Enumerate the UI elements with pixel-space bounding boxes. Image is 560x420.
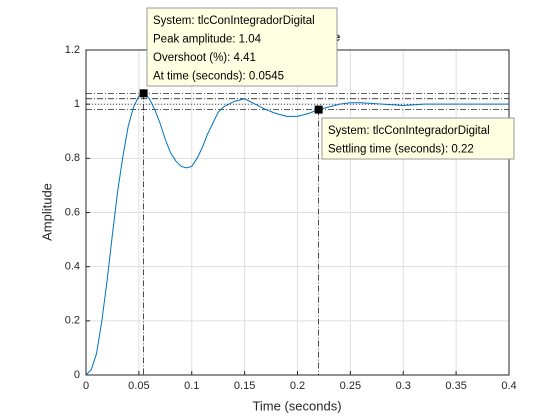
data-tip-text: System: tlcConIntegradorDigital (328, 125, 490, 137)
x-tick-label: 0.2 (290, 380, 305, 392)
x-tick-label: 0.4 (501, 380, 516, 392)
data-tip-text: Peak amplitude: 1.04 (153, 34, 262, 46)
x-tick-label: 0.3 (396, 380, 411, 392)
data-tip-box (146, 7, 338, 87)
y-tick-label: 1.2 (65, 44, 80, 56)
data-tip-text: At time (seconds): 0.0545 (153, 71, 284, 83)
y-tick-label: 0.4 (65, 261, 80, 273)
data-tip: System: tlcConIntegradorDigital Peak ampl… (146, 7, 338, 87)
data-tip-text: Settling time (seconds): 0.22 (328, 144, 474, 156)
y-tick-label: 0.2 (65, 315, 80, 327)
x-tick-label: 0.1 (184, 380, 199, 392)
y-tick-label: 0.8 (65, 152, 80, 164)
x-axis-label: Time (seconds) (252, 398, 341, 413)
x-tick-label: 0.15 (234, 380, 255, 392)
annotation-marker (314, 105, 323, 114)
data-tip-text: Overshoot (%): 4.41 (153, 52, 256, 64)
x-tick-label: 0 (83, 380, 89, 392)
x-tick-label: 0.25 (340, 380, 361, 392)
annotation-marker (139, 89, 148, 98)
response-line (85, 92, 509, 376)
x-tick-label: 0.05 (128, 380, 149, 392)
data-tip-box (321, 117, 515, 160)
y-tick-label: 1 (74, 98, 80, 110)
y-axis-label: Amplitude (39, 183, 54, 241)
data-tip-text: System: tlcConIntegradorDigital (153, 15, 315, 27)
y-tick-label: 0 (74, 369, 80, 381)
data-tip: System: tlcConIntegradorDigital Settling … (321, 117, 515, 160)
y-tick-label: 0.6 (65, 206, 80, 218)
x-tick-label: 0.35 (445, 380, 466, 392)
